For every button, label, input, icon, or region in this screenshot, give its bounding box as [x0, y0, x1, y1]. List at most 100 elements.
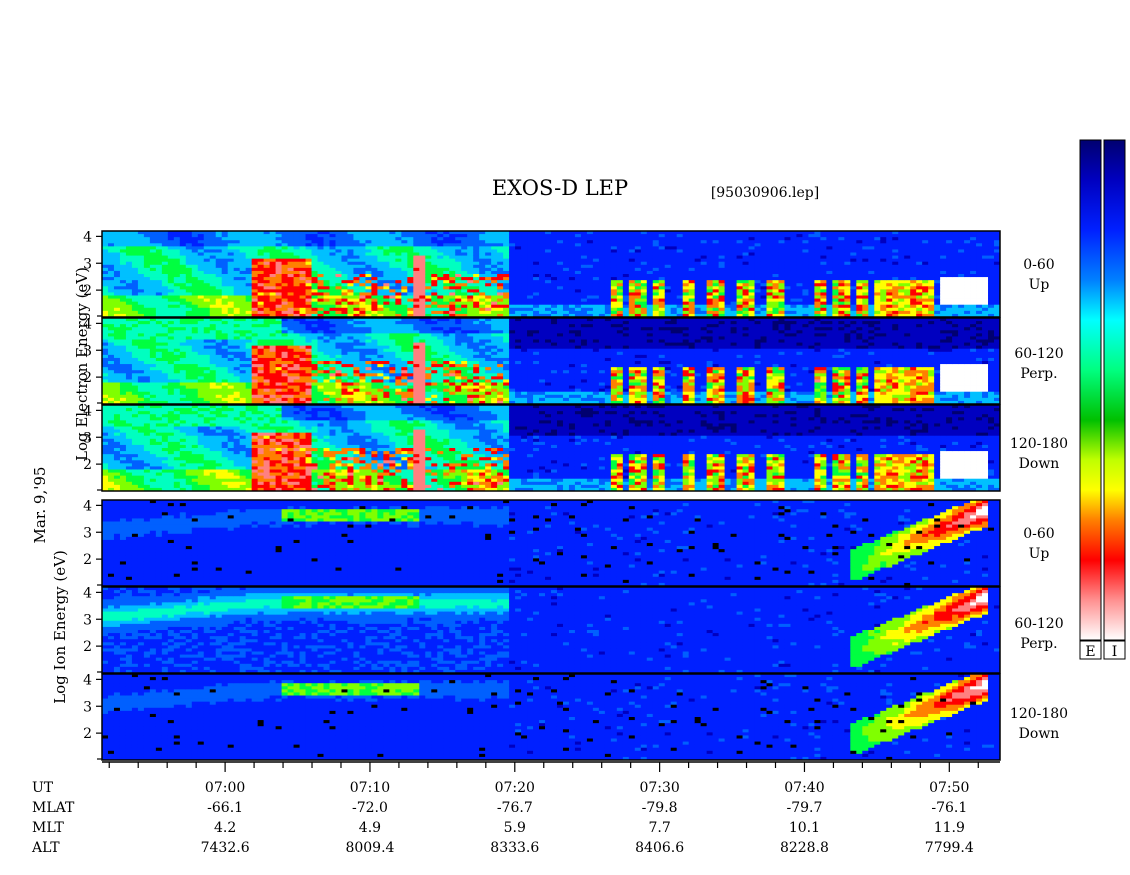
heatmap-cell: [611, 311, 617, 314]
heatmap-cell: [431, 283, 437, 286]
heatmap-cell: [659, 268, 665, 271]
heatmap-cell: [102, 327, 108, 330]
heatmap-cell: [341, 234, 347, 237]
heatmap-cell: [395, 262, 401, 265]
heatmap-cell: [557, 274, 563, 277]
heatmap-cell: [773, 274, 779, 277]
heatmap-cell: [431, 259, 437, 262]
heatmap-cell: [838, 302, 844, 305]
heatmap-cell: [767, 246, 773, 249]
heatmap-cell: [132, 253, 138, 256]
heatmap-cell: [814, 262, 820, 265]
heatmap-cell: [240, 346, 246, 349]
heatmap-cell: [174, 243, 180, 246]
heatmap-cell: [826, 249, 832, 252]
heatmap-cell: [282, 311, 288, 314]
heatmap-cell: [198, 367, 204, 370]
heatmap-cell: [276, 256, 282, 259]
heatmap-cell: [264, 352, 270, 355]
heatmap-cell: [204, 376, 210, 379]
heatmap-cell: [312, 253, 318, 256]
heatmap-cell: [970, 256, 976, 259]
heatmap-cell: [790, 259, 796, 262]
heatmap-cell: [180, 343, 186, 346]
heatmap-cell: [258, 246, 264, 249]
heatmap-cell: [826, 311, 832, 314]
heatmap-cell: [341, 292, 347, 295]
heatmap-cell: [150, 292, 156, 295]
heatmap-cell: [222, 383, 228, 386]
heatmap-cell: [431, 299, 437, 302]
heatmap-cell: [120, 386, 126, 389]
heatmap-cell: [946, 311, 952, 314]
heatmap-cell: [539, 292, 545, 295]
heatmap-cell: [982, 259, 988, 262]
heatmap-cell: [455, 302, 461, 305]
heatmap-cell: [575, 271, 581, 274]
heatmap-cell: [473, 311, 479, 314]
heatmap-cell: [300, 268, 306, 271]
heatmap-cell: [312, 302, 318, 305]
heatmap-cell: [174, 292, 180, 295]
heatmap-cell: [252, 280, 258, 283]
heatmap-cell: [749, 253, 755, 256]
heatmap-cell: [114, 234, 120, 237]
heatmap-cell: [856, 280, 862, 283]
heatmap-cell: [862, 240, 868, 243]
heatmap-cell: [407, 262, 413, 265]
heatmap-cell: [449, 237, 455, 240]
heatmap-cell: [737, 237, 743, 240]
heatmap-cell: [886, 292, 892, 295]
heatmap-cell: [593, 268, 599, 271]
heatmap-cell: [611, 259, 617, 262]
heatmap-cell: [222, 346, 228, 349]
heatmap-cell: [880, 302, 886, 305]
heatmap-cell: [228, 395, 234, 398]
heatmap-cell: [922, 277, 928, 280]
heatmap-cell: [952, 271, 958, 274]
heatmap-cell: [234, 327, 240, 330]
heatmap-cell: [389, 256, 395, 259]
heatmap-cell: [318, 299, 324, 302]
heatmap-cell: [461, 302, 467, 305]
heatmap-cell: [264, 265, 270, 268]
heatmap-cell: [407, 311, 413, 314]
heatmap-cell: [749, 311, 755, 314]
heatmap-cell: [677, 292, 683, 295]
heatmap-cell: [318, 308, 324, 311]
heatmap-cell: [186, 376, 192, 379]
heatmap-cell: [294, 277, 300, 280]
heatmap-cell: [395, 237, 401, 240]
heatmap-cell: [222, 373, 228, 376]
heatmap-cell: [425, 277, 431, 280]
heatmap-cell: [252, 346, 258, 349]
heatmap-cell: [234, 373, 240, 376]
heatmap-cell: [234, 259, 240, 262]
heatmap-cell: [647, 286, 653, 289]
heatmap-cell: [455, 268, 461, 271]
electron-panel-0: [102, 231, 1000, 317]
heatmap-cell: [593, 271, 599, 274]
heatmap-cell: [575, 262, 581, 265]
heatmap-cell: [677, 243, 683, 246]
heatmap-cell: [617, 302, 623, 305]
heatmap-cell: [300, 234, 306, 237]
heatmap-cell: [114, 333, 120, 336]
heatmap-cell: [192, 336, 198, 339]
heatmap-cell: [210, 289, 216, 292]
heatmap-cell: [647, 274, 653, 277]
heatmap-cell: [413, 243, 419, 246]
heatmap-cell: [449, 286, 455, 289]
heatmap-cell: [210, 256, 216, 259]
heatmap-cell: [419, 256, 425, 259]
heatmap-cell: [713, 246, 719, 249]
heatmap-cell: [557, 280, 563, 283]
heatmap-cell: [359, 234, 365, 237]
heatmap-cell: [138, 240, 144, 243]
heatmap-cell: [587, 246, 593, 249]
heatmap-cell: [659, 240, 665, 243]
heatmap-cell: [773, 249, 779, 252]
heatmap-cell: [880, 262, 886, 265]
heatmap-cell: [563, 262, 569, 265]
heatmap-cell: [767, 308, 773, 311]
